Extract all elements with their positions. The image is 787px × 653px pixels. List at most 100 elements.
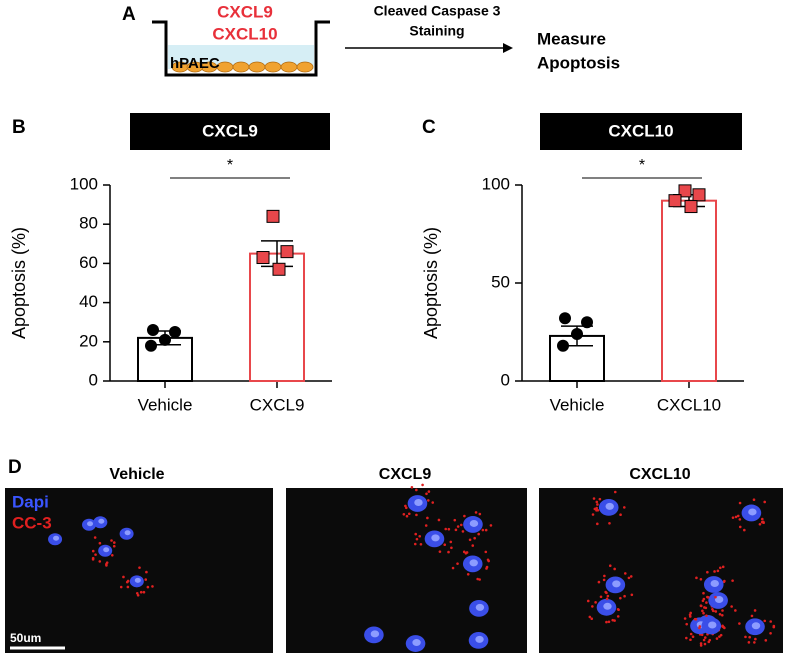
cc3-signal [700,633,704,637]
cc3-signal [702,611,705,615]
cell-label: hPAEC [170,55,220,72]
cc3-signal [630,593,634,597]
cc3-signal [702,638,706,642]
cc3-signal [769,620,773,623]
cc3-signal [703,606,706,609]
y-tick-label: 20 [79,331,98,350]
cc3-signal [592,497,596,500]
y-axis-label: Apoptosis (%) [421,227,441,339]
cc3-signal [463,514,466,518]
micrograph [5,488,273,653]
cc3-signal [738,518,742,521]
cc3-signal [405,514,409,518]
data-point [169,326,181,338]
y-tick-label: 100 [70,174,98,193]
cc3-signal [466,573,470,576]
y-tick-label: 60 [79,253,98,272]
data-point [266,209,280,223]
cc3-signal [707,640,711,644]
cc3-signal [693,617,697,621]
nucleus-core [124,530,131,536]
cc3-signal [489,524,493,527]
cc3-signal [613,619,616,622]
panel-label: C [422,117,436,138]
cc3-signal [456,562,459,565]
cc3-signal [734,515,738,519]
cc3-signal [699,644,703,647]
cc3-signal [454,528,458,532]
cc3-signal [447,550,450,554]
cc3-signal [591,605,594,608]
cc3-signal [419,542,423,546]
cc3-signal [613,567,616,571]
nucleus-core [612,580,621,588]
cc3-signal [714,610,718,613]
cc3-signal [424,524,428,527]
panel-label: D [8,457,22,478]
cc3-signal [586,599,590,603]
cc3-signal [763,500,767,504]
data-point [668,194,682,208]
cc3-signal [98,560,102,563]
cc3-signal [418,534,422,538]
cc3-signal [769,631,772,635]
nucleus-core [431,534,440,542]
nucleus-core [475,603,485,611]
cc3-signal [444,527,448,531]
cc3-signal [594,601,597,604]
cc3-signal [762,521,765,525]
cc3-signal [426,516,429,520]
cc3-signal [619,513,622,517]
cc3-signal [699,578,703,581]
cc3-signal [714,595,717,599]
cc3-signal [414,532,418,536]
cells [171,61,314,73]
cc3-signal [701,609,704,613]
cc3-signal [750,614,754,618]
cc3-signal [718,635,721,638]
cc3-signal [720,614,724,617]
cc3-signal [703,642,707,646]
cc3-signal [473,536,476,540]
cc3-signal [438,550,442,553]
cc3-signal [617,608,620,612]
nucleus-core [469,519,479,527]
x-tick-label: CXCL9 [250,395,305,414]
cc3-signal [608,564,612,567]
nucleus-core [605,502,614,510]
cc3-signal [91,556,95,560]
cc3-signal [402,512,406,516]
data-point [557,339,569,352]
cc3-signal [607,620,611,624]
title-box [540,113,742,150]
cc3-signal [112,541,116,544]
cc3-signal [738,622,741,625]
cc3-signal [145,570,148,574]
image-title: Vehicle [109,466,164,483]
nucleus-core [469,559,478,567]
nucleus-core [412,639,421,647]
cc3-signal [105,561,109,564]
y-axis-label: Apoptosis (%) [9,227,29,339]
result: Apoptosis [537,53,620,72]
result: Measure [537,29,606,48]
y-tick-label: 100 [482,174,510,193]
cc3-signal [91,549,95,553]
cc3-signal [596,522,599,526]
cc3-signal [453,518,457,522]
cc3-signal [758,522,762,526]
cc3-signal [764,639,768,642]
cc3-signal [691,635,695,639]
cc3-signal [689,632,693,636]
cc3-signal [477,532,480,536]
y-tick-label: 80 [79,214,98,233]
cc3-signal [122,575,125,579]
cc3-signal [719,566,722,570]
micrograph [286,488,527,653]
cc3-signal [683,617,687,620]
cc3-signal [719,633,723,637]
cc3-signal [135,591,139,595]
cc3-signal [451,566,455,570]
cc3-signal [146,585,150,589]
